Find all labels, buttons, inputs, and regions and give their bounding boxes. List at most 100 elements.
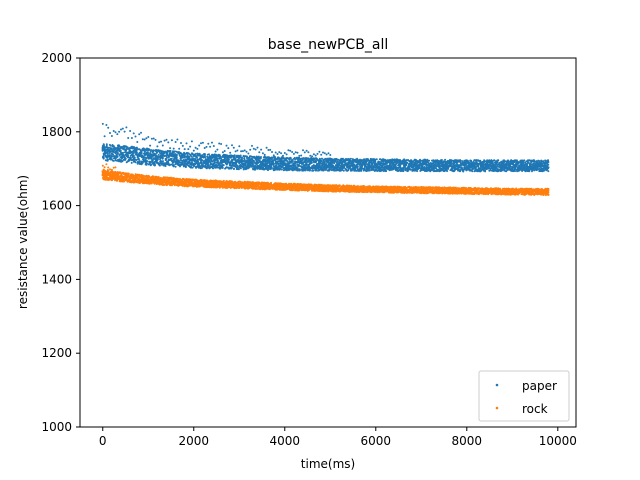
data-point (116, 155, 119, 158)
data-point (189, 154, 192, 157)
data-point (108, 152, 111, 154)
data-point (178, 147, 181, 150)
data-point (320, 159, 323, 162)
data-point (160, 140, 162, 143)
data-point (402, 168, 405, 171)
data-point (181, 161, 184, 164)
data-point (102, 143, 105, 146)
data-point (465, 162, 468, 165)
data-point (151, 151, 154, 154)
data-point (418, 167, 421, 169)
data-point (132, 155, 135, 157)
data-point (157, 153, 160, 156)
data-point (149, 164, 152, 167)
data-point (164, 159, 167, 162)
data-point (198, 144, 201, 147)
data-point (120, 128, 122, 131)
data-point (161, 157, 164, 160)
data-point (201, 141, 204, 144)
data-point (303, 151, 306, 154)
data-point (254, 148, 257, 151)
data-point (320, 162, 323, 165)
data-point (547, 170, 550, 173)
data-point (165, 138, 168, 141)
data-point (260, 156, 262, 158)
data-point (112, 151, 115, 153)
data-point (105, 124, 108, 126)
data-point (385, 170, 387, 173)
data-point (325, 153, 328, 156)
data-point (245, 150, 248, 153)
data-point (547, 161, 550, 164)
data-point (232, 168, 235, 170)
data-point (278, 164, 280, 166)
data-point (150, 156, 153, 159)
data-point (406, 161, 408, 164)
data-point (205, 145, 208, 148)
data-point (496, 165, 499, 168)
data-point (207, 142, 210, 145)
data-point (107, 146, 109, 149)
data-point (169, 147, 172, 150)
data-point (151, 160, 154, 163)
data-point (246, 156, 249, 159)
data-point (140, 131, 142, 134)
data-point (124, 157, 127, 160)
data-point (534, 166, 537, 169)
data-point (315, 169, 317, 172)
data-point (322, 169, 325, 172)
data-point (373, 166, 375, 169)
data-point (300, 154, 303, 157)
data-point (212, 145, 215, 147)
data-point (187, 148, 190, 151)
data-point (470, 159, 473, 162)
data-point (101, 122, 104, 125)
data-point (145, 137, 148, 140)
data-point (267, 149, 270, 151)
data-point (162, 160, 164, 163)
data-point (312, 169, 314, 172)
data-point (110, 155, 113, 158)
data-point (147, 136, 150, 138)
data-point (111, 144, 114, 146)
data-point (132, 175, 135, 178)
data-point (522, 161, 525, 164)
data-point (149, 150, 152, 153)
data-point (523, 159, 526, 162)
data-point (251, 144, 253, 147)
data-point (106, 153, 109, 155)
data-point (320, 153, 323, 156)
data-point (163, 139, 166, 142)
data-point (333, 162, 336, 165)
data-point (156, 145, 159, 148)
data-point (204, 153, 206, 156)
data-point (322, 151, 324, 154)
data-point (289, 149, 292, 152)
data-point (225, 163, 228, 166)
data-point (105, 143, 108, 146)
data-point (129, 130, 132, 132)
data-point (172, 161, 175, 164)
data-point (154, 138, 157, 141)
data-point (194, 146, 197, 149)
data-point (112, 159, 115, 162)
data-point (241, 150, 244, 153)
data-point (231, 144, 233, 147)
data-point (200, 142, 202, 145)
data-point (148, 155, 151, 158)
data-point (269, 148, 272, 151)
data-point (402, 170, 405, 173)
data-point (122, 151, 124, 154)
data-point (192, 157, 194, 160)
data-point (140, 152, 143, 155)
data-point (514, 170, 516, 173)
data-point (110, 150, 112, 153)
data-point (184, 166, 187, 168)
data-point (181, 144, 184, 147)
data-point (161, 144, 164, 147)
data-point (110, 135, 113, 137)
data-point (208, 153, 210, 156)
data-point (423, 166, 426, 168)
data-point (287, 149, 290, 152)
data-point (105, 144, 108, 147)
